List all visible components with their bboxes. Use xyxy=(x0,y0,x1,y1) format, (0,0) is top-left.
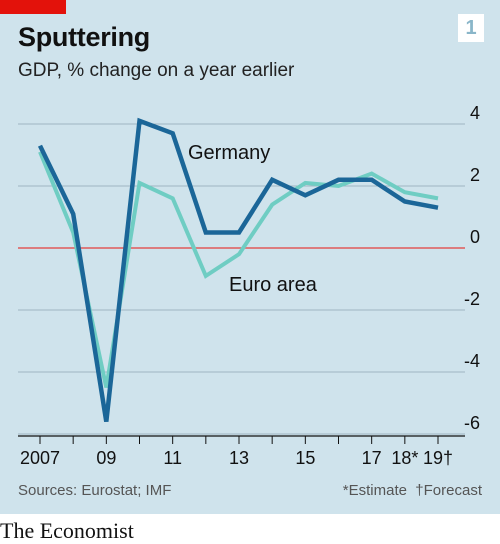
estimate-forecast-note: *Estimate †Forecast xyxy=(342,482,482,499)
chart-title: Sputtering xyxy=(18,22,150,52)
x-tick-label: 17 xyxy=(362,448,382,468)
y-tick-label: 0 xyxy=(470,227,480,247)
sources-note: Sources: Eurostat; IMF xyxy=(18,482,172,499)
y-tick-label: -6 xyxy=(464,413,480,433)
euro-area-series-line xyxy=(38,151,439,388)
x-tick-label: 2007 xyxy=(20,448,60,468)
brand-logo-text: The Economist xyxy=(0,518,134,543)
chart-number-badge: 1 xyxy=(458,14,484,42)
x-tick-label: 13 xyxy=(229,448,249,468)
chart-panel xyxy=(0,0,500,514)
y-tick-label: -4 xyxy=(464,351,480,371)
red-tag xyxy=(0,0,66,14)
y-tick-label: -2 xyxy=(464,289,480,309)
y-tick-label: 4 xyxy=(470,103,480,123)
x-tick-label: 15 xyxy=(295,448,315,468)
line-chart: 4 2 0 -2 -4 -6 2007 09 11 13 15 17 18* 19† Germany Euro… xyxy=(18,103,480,468)
germany-series-label: Germany xyxy=(188,142,270,164)
chart-subtitle: GDP, % change on a year earlier xyxy=(18,60,295,81)
x-tick-label: 18* xyxy=(391,448,418,468)
germany-series-line xyxy=(37,117,439,422)
y-tick-label: 2 xyxy=(470,165,480,185)
x-tick-label: 11 xyxy=(163,448,182,468)
x-tick-label: 19† xyxy=(423,448,453,468)
euro-area-series-label: Euro area xyxy=(229,274,318,296)
x-tick-label: 09 xyxy=(96,448,116,468)
